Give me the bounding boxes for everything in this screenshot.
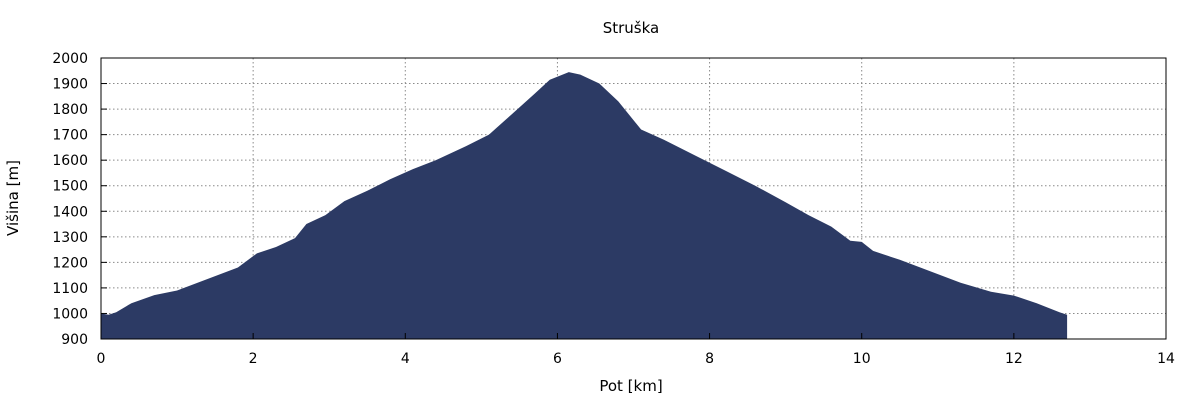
y-tick-label: 1800 <box>52 102 88 118</box>
x-tick-label: 10 <box>853 351 871 367</box>
x-tick-label: 14 <box>1157 351 1175 367</box>
y-tick-label: 1100 <box>52 281 88 297</box>
plot-frame <box>100 57 1167 340</box>
x-tick-label: 2 <box>249 351 258 367</box>
y-axis-label: Višina [m] <box>4 160 22 236</box>
y-tick-label: 1300 <box>52 230 88 246</box>
y-tick-label: 1500 <box>52 179 88 195</box>
x-tick-label: 6 <box>553 351 562 367</box>
x-tick-label: 4 <box>401 351 410 367</box>
x-tick-label: 0 <box>97 351 106 367</box>
y-tick-label: 1600 <box>52 153 88 169</box>
y-tick-label: 1400 <box>52 204 88 220</box>
x-tick-label: 12 <box>1005 351 1023 367</box>
y-tick-label: 2000 <box>52 51 88 67</box>
y-tick-label: 1000 <box>52 306 88 322</box>
x-axis-ticks: 0 2 4 6 8 10 12 14 <box>97 333 1175 367</box>
y-axis-ticks: 900 1000 1100 1200 1300 1400 1500 1600 1700 1800 1… <box>52 51 107 348</box>
x-axis-label: Pot [km] <box>599 377 662 395</box>
chart-title: Struška <box>603 19 660 37</box>
elevation-area <box>101 72 1068 339</box>
x-tick-label: 8 <box>705 351 714 367</box>
y-tick-label: 900 <box>61 332 88 348</box>
y-tick-label: 1900 <box>52 77 88 93</box>
y-tick-label: 1700 <box>52 128 88 144</box>
y-tick-label: 1200 <box>52 255 88 271</box>
